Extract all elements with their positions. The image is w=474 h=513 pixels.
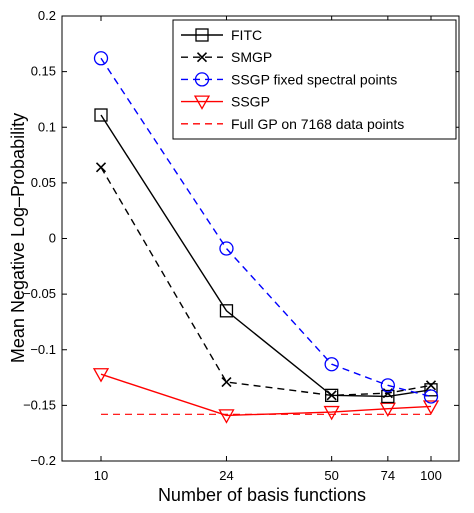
y-tick-label: −0.15 [23,397,56,412]
legend-marker [194,72,210,87]
legend: FITC SMGP SSGP fixed spectral points SSGP Fu… [172,19,457,140]
y-tick-label: 0.2 [38,8,56,23]
legend-label: SMGP [231,49,272,65]
legend-marker [195,28,209,42]
x-marker-stroke [326,390,337,401]
data-point [425,380,437,391]
y-tick-label: 0.05 [31,175,56,190]
x-marker-stroke [382,388,393,399]
data-point [92,368,110,383]
y-tick-label: −0.2 [30,453,56,468]
data-point [323,405,340,421]
x-tick-label: 10 [94,468,108,483]
data-point [423,389,439,404]
x-axis-label: Number of basis functions [158,485,366,505]
series-3 [92,368,440,424]
x-tick-label: 100 [420,468,442,483]
x-marker-stroke [95,162,107,173]
legend-entry: SMGP [181,49,272,65]
y-tick-label: −0.05 [23,286,56,301]
data-point [95,162,107,173]
data-point [422,400,440,415]
x-marker-stroke [221,376,232,388]
legend-label: SSGP fixed spectral points [231,71,397,87]
data-point [326,390,337,401]
x-marker-stroke [425,380,437,391]
legend-marker [196,52,208,63]
data-point [324,357,339,372]
data-point [380,378,395,393]
legend-marker [193,95,211,110]
data-point [94,108,108,122]
series-layer [92,51,440,424]
legend-entry: Full GP on 7168 data points [181,116,404,132]
data-point [424,383,438,397]
legend-entry: SSGP fixed spectral points [181,71,397,87]
data-point [379,402,396,418]
series-line [100,373,432,417]
data-point [93,51,109,66]
y-tick-label: 0.15 [31,64,56,79]
y-tick-label: 0 [49,231,56,246]
ticks-layer: 0.2 0.15 0.1 0.05 0 −0.05 −0.1 −0.15 −0.2 10 24 50 7… [23,8,459,483]
data-point [218,409,235,424]
legend-entry: FITC [181,27,262,43]
x-tick-label: 24 [219,468,233,483]
y-tick-label: −0.1 [30,342,56,357]
data-point [219,304,234,318]
data-point [221,376,232,388]
data-point [381,389,395,404]
series-1 [95,162,437,401]
series-2 [93,51,439,404]
x-tick-label: 50 [324,468,338,483]
legend-label: Full GP on 7168 data points [231,116,404,132]
series-line [100,57,432,398]
legend-entry: SSGP [181,94,270,110]
x-marker-stroke [196,52,208,63]
y-axis-label: Mean Negative Log–Probability [8,113,28,363]
data-point [219,241,234,256]
data-point [382,388,393,399]
legend-label: SSGP [231,94,270,110]
y-tick-label: 0.1 [38,119,56,134]
x-tick-label: 74 [381,468,395,483]
legend-label: FITC [231,27,262,43]
